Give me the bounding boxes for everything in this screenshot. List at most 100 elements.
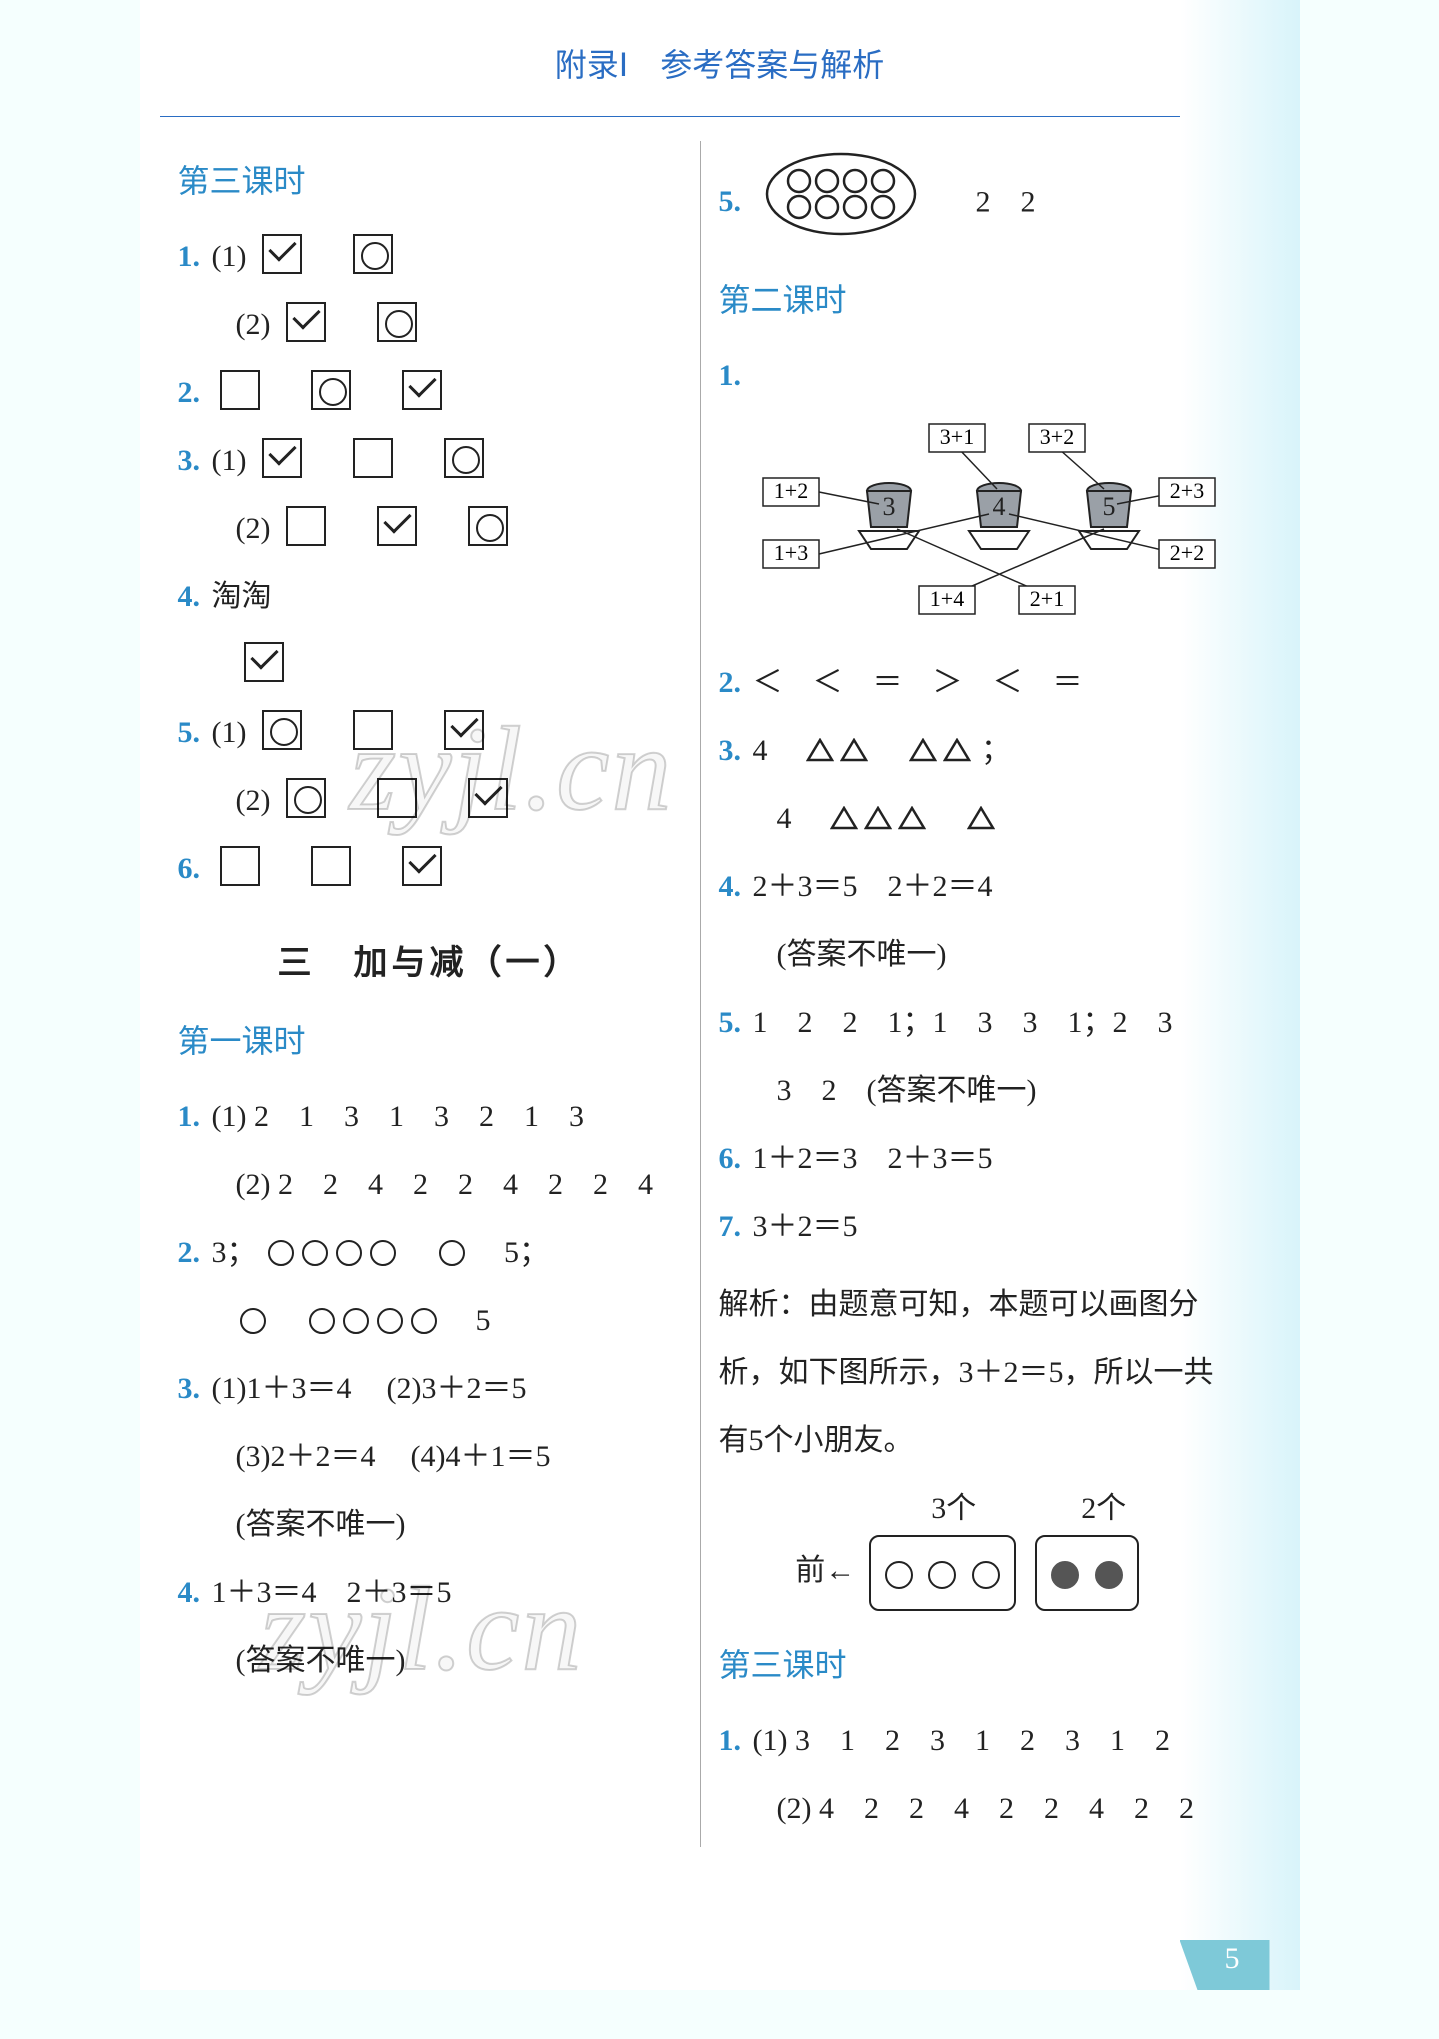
- svg-text:1+3: 1+3: [773, 540, 807, 565]
- tail: ；: [981, 734, 1011, 767]
- box-circle: [444, 438, 484, 478]
- qnum: 4.: [178, 580, 201, 613]
- row: 4 2 2 4 2 2 4 2 2: [819, 1792, 1194, 1825]
- box-tick: [377, 506, 417, 546]
- circle-icon: [309, 1308, 335, 1334]
- q5top-tail: 2 2: [976, 185, 1036, 218]
- box-tick: [402, 370, 442, 410]
- bead-empty: [928, 1561, 956, 1589]
- triangle-icon: [909, 738, 937, 762]
- qnum: 4.: [719, 870, 742, 903]
- sub: (1): [212, 240, 247, 273]
- header-rule: [160, 116, 1280, 117]
- left-q5: 5. (1): [178, 703, 682, 763]
- lesson3-title-left: 第三课时: [178, 149, 682, 213]
- a: 4: [753, 734, 768, 767]
- box-empty: [220, 846, 260, 886]
- q4-text: 淘淘: [212, 580, 272, 613]
- right-top-q5: 5. 2 2: [719, 149, 1222, 260]
- svg-text:2+3: 2+3: [1169, 478, 1203, 503]
- circle-icon: [439, 1240, 465, 1266]
- qnum: 4.: [178, 1576, 201, 1609]
- sub: (2): [236, 784, 271, 817]
- left-q6: 6.: [178, 839, 682, 899]
- note: (答案不唯一): [236, 1508, 406, 1541]
- right-q4n: (答案不唯一): [719, 925, 1222, 985]
- qnum: 6.: [719, 1142, 742, 1175]
- sub: (2): [236, 1168, 271, 1201]
- qnum: 5.: [178, 716, 201, 749]
- q2a: 3；: [212, 1236, 257, 1269]
- l1-q2: 2. 3； 5；: [178, 1223, 682, 1283]
- r-l3-q1b: (2) 4 2 2 4 2 2 4 2 2: [719, 1779, 1222, 1839]
- qnum: 3.: [178, 444, 201, 477]
- qnum: 1.: [178, 240, 201, 273]
- svg-text:2+2: 2+2: [1169, 540, 1203, 565]
- p2: (2)3＋2＝5: [386, 1372, 526, 1405]
- svg-text:4: 4: [992, 492, 1005, 521]
- qnum: 6.: [178, 852, 201, 885]
- l1-q3n: (答案不唯一): [178, 1495, 682, 1555]
- box-tick: [444, 710, 484, 750]
- row: 2 2 4 2 2 4 2 2 4: [278, 1168, 653, 1201]
- right-q7: 7. 3＋2＝5: [719, 1197, 1222, 1257]
- analysis-beads: 前←: [719, 1535, 1222, 1611]
- oval-circles-icon: [761, 149, 921, 260]
- sub: (1): [212, 444, 247, 477]
- note: (答案不唯一): [777, 938, 947, 971]
- qnum: 7.: [719, 1210, 742, 1243]
- p3: (3)2＋2＝4: [236, 1440, 376, 1473]
- l1-q4: 4. 1＋3＝4 2＋3＝5: [178, 1563, 682, 1623]
- text: 2＋3＝5 2＋2＝4: [753, 870, 993, 903]
- svg-text:1+4: 1+4: [929, 586, 963, 611]
- sub: (1): [212, 1100, 247, 1133]
- left-q2: 2.: [178, 363, 682, 423]
- count-b: 2个: [1081, 1492, 1126, 1525]
- l1-q1b: (2) 2 2 4 2 2 4 2 2 4: [178, 1155, 682, 1215]
- box-tick: [262, 234, 302, 274]
- svg-text:1+2: 1+2: [773, 478, 807, 503]
- lesson3-title-right: 第三课时: [719, 1633, 1222, 1697]
- q2b-tail: 5: [476, 1304, 491, 1337]
- bead-empty: [885, 1561, 913, 1589]
- l1-q2b: 5: [178, 1291, 682, 1351]
- svg-text:3+2: 3+2: [1039, 424, 1073, 449]
- bead-filled: [1095, 1561, 1123, 1589]
- sub: (1): [753, 1724, 788, 1757]
- front-label: 前←: [795, 1554, 855, 1587]
- qnum: 1.: [178, 1100, 201, 1133]
- left-q1b: (2): [178, 295, 682, 355]
- circle-icon: [336, 1240, 362, 1266]
- right-q3: 3. 4 ；: [719, 721, 1222, 781]
- circle-icon: [370, 1240, 396, 1266]
- bead-box-a: [869, 1535, 1016, 1611]
- ab1: 由题意可知，本题可以画图分: [809, 1288, 1199, 1321]
- right-q2: 2. ＜ ＜ ＝ ＞ ＜ ＝: [719, 653, 1222, 713]
- svg-text:5: 5: [1102, 492, 1115, 521]
- q4-text: 1＋3＝4 2＋3＝5: [212, 1576, 452, 1609]
- box-empty: [220, 370, 260, 410]
- l1-q3b: (3)2＋2＝4 (4)4＋1＝5: [178, 1427, 682, 1487]
- text: 1 2 2 1；1 3 3 1；2 3: [753, 1006, 1173, 1039]
- left-q3: 3. (1): [178, 431, 682, 491]
- text2: 3 2 (答案不唯一): [777, 1074, 1037, 1107]
- section-title: 三 加与减（一）: [178, 929, 682, 997]
- q2a-tail: 5；: [504, 1236, 549, 1269]
- right-column: 5. 2 2 第二课时 1.: [700, 141, 1240, 1847]
- svg-text:3: 3: [882, 492, 895, 521]
- analysis-diagram: 3个 2个: [719, 1479, 1222, 1539]
- box-tick: [244, 642, 284, 682]
- box-tick: [468, 778, 508, 818]
- circle-icon: [240, 1308, 266, 1334]
- qnum: 1.: [719, 359, 742, 392]
- l1-q4n: (答案不唯一): [178, 1631, 682, 1691]
- right-q6: 6. 1＋2＝3 2＋3＝5: [719, 1129, 1222, 1189]
- box-empty: [311, 846, 351, 886]
- l1-q3: 3. (1)1＋3＝4 (2)3＋2＝5: [178, 1359, 682, 1419]
- sub: (2): [236, 308, 271, 341]
- right-q5b: 3 2 (答案不唯一): [719, 1061, 1222, 1121]
- svg-text:2+1: 2+1: [1029, 586, 1063, 611]
- sub: (1): [212, 716, 247, 749]
- box-tick: [402, 846, 442, 886]
- qnum: 2.: [719, 666, 742, 699]
